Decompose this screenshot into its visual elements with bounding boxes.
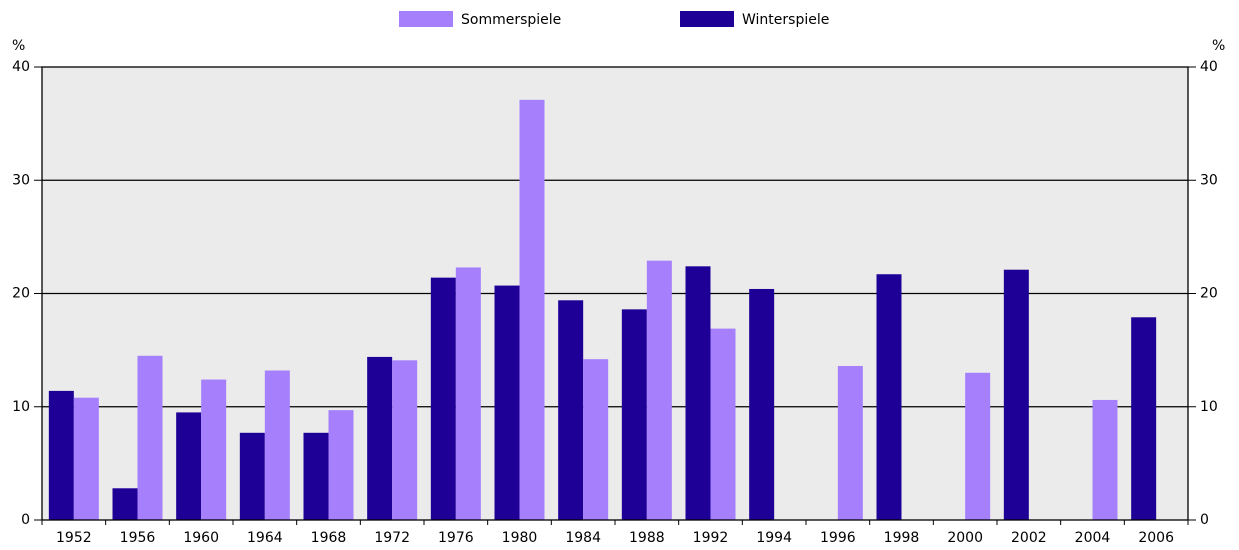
x-tick-label: 1984: [565, 530, 601, 546]
bar: [1092, 399, 1118, 520]
y-axis-label: %: [12, 38, 25, 54]
x-tick-label: 1980: [502, 530, 538, 546]
y2-tick-label: 10: [1200, 399, 1218, 415]
bar: [876, 274, 902, 520]
y-tick-label: 0: [21, 512, 30, 528]
bar: [430, 277, 456, 520]
x-tick-label: 1972: [374, 530, 410, 546]
x-tick-label: 1968: [311, 530, 347, 546]
x-tick-label: 1996: [820, 530, 856, 546]
bar: [239, 432, 265, 520]
x-tick-label: 1992: [693, 530, 729, 546]
bar: [710, 328, 736, 520]
legend-swatch: [399, 11, 453, 27]
x-tick-label: 1960: [183, 530, 219, 546]
bar: [558, 300, 584, 520]
bar: [1131, 317, 1157, 520]
bar: [494, 285, 520, 520]
y-tick-label: 20: [12, 286, 30, 302]
bar: [367, 356, 393, 520]
bar: [112, 488, 138, 520]
bar: [73, 397, 99, 520]
x-tick-label: 1976: [438, 530, 474, 546]
bar: [455, 267, 481, 520]
y-tick-label: 10: [12, 399, 30, 415]
bar: [837, 365, 863, 520]
bar: [392, 360, 418, 520]
bar: [137, 355, 163, 520]
bar: [201, 379, 227, 520]
bar: [646, 260, 672, 520]
x-tick-label: 1998: [884, 530, 920, 546]
bar: [749, 288, 775, 520]
y-tick-label: 30: [12, 172, 30, 188]
bar: [264, 370, 290, 520]
x-tick-label: 2002: [1011, 530, 1047, 546]
x-tick-label: 1956: [120, 530, 156, 546]
bar: [303, 432, 329, 520]
y2-tick-label: 0: [1200, 512, 1209, 528]
x-tick-label: 1964: [247, 530, 283, 546]
x-tick-label: 1988: [629, 530, 665, 546]
bar: [965, 372, 991, 520]
bar: [176, 412, 202, 520]
x-tick-label: 2006: [1138, 530, 1174, 546]
legend-label: Winterspiele: [742, 12, 829, 28]
y2-tick-label: 20: [1200, 286, 1218, 302]
y2-tick-label: 30: [1200, 172, 1218, 188]
y2-axis-label: %: [1212, 38, 1225, 54]
x-tick-label: 2000: [947, 530, 983, 546]
bar: [621, 309, 647, 520]
y2-tick-label: 40: [1200, 59, 1218, 75]
plot-frame: [41, 66, 1189, 521]
y-tick-label: 40: [12, 59, 30, 75]
bar: [583, 359, 609, 520]
bar: [1003, 269, 1029, 520]
legend-label: Sommerspiele: [461, 12, 561, 28]
legend-swatch: [680, 11, 734, 27]
bar: [519, 99, 545, 520]
x-tick-label: 1994: [756, 530, 792, 546]
x-tick-label: 2004: [1075, 530, 1111, 546]
bar: [328, 410, 354, 520]
bar: [48, 390, 74, 520]
bar: [685, 266, 711, 520]
x-tick-label: 1952: [56, 530, 92, 546]
